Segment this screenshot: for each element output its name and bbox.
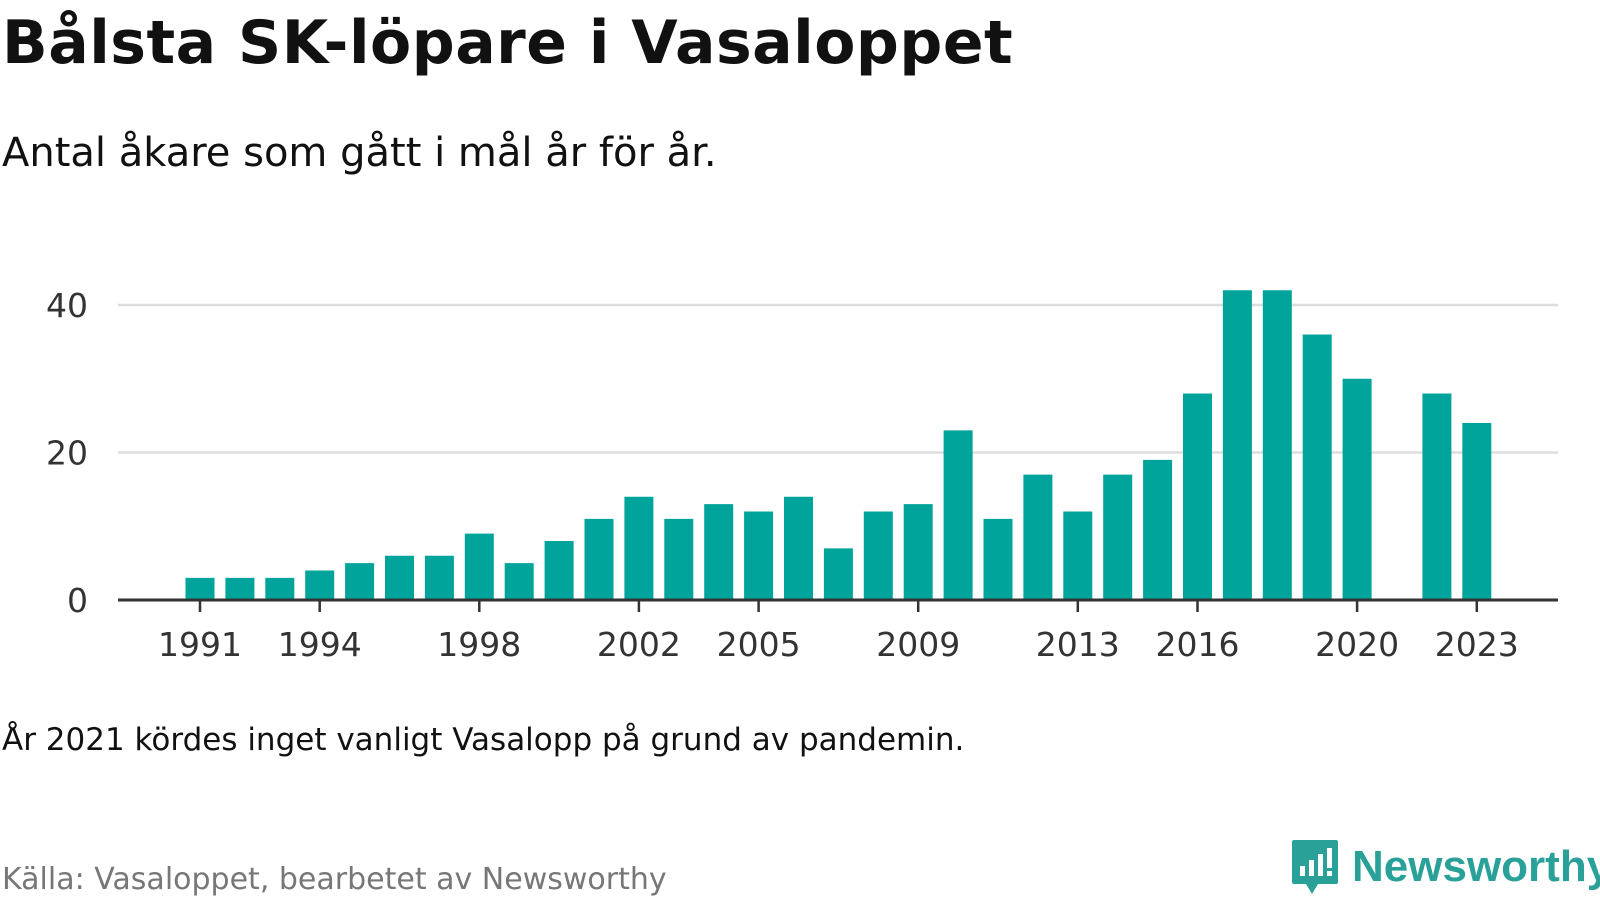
x-tick-label: 1991 — [158, 625, 242, 664]
bar — [544, 541, 574, 600]
bar — [504, 563, 534, 600]
bar — [903, 504, 933, 600]
chart-subtitle: Antal åkare som gått i mål år för år. — [2, 130, 717, 176]
x-tick-label: 2002 — [597, 625, 681, 664]
bar — [784, 496, 813, 600]
x-tick-label: 1994 — [278, 625, 362, 664]
bar-chart: 0 20 40 1991 1994 1998 2002 2005 2009 2013 2016 202… — [46, 286, 1558, 664]
y-tick-label: 20 — [46, 434, 88, 473]
bar — [385, 555, 414, 600]
x-tick-label: 2020 — [1315, 625, 1399, 664]
bar — [345, 563, 375, 600]
bar — [225, 577, 255, 600]
bar — [624, 496, 654, 600]
x-tick-label: 2016 — [1156, 625, 1240, 664]
bars — [185, 290, 1492, 600]
newsworthy-logo: Newsworthy — [1290, 838, 1600, 896]
bar — [185, 577, 215, 600]
bar — [863, 511, 893, 600]
footnote: År 2021 kördes inget vanligt Vasalopp på… — [2, 722, 965, 758]
bar — [1302, 334, 1332, 600]
logo-text: Newsworthy — [1352, 842, 1600, 891]
x-tick-label: 2009 — [876, 625, 960, 664]
bar — [424, 555, 454, 600]
bar — [744, 511, 774, 600]
bar — [943, 430, 973, 600]
bar — [1063, 511, 1093, 600]
bar — [983, 518, 1013, 600]
x-tick-label: 1998 — [437, 625, 521, 664]
axes: 0 20 40 1991 1994 1998 2002 2005 2009 2013 2016 202… — [46, 286, 1558, 664]
bar — [704, 504, 734, 600]
source-text: Källa: Vasaloppet, bearbetet av Newswort… — [2, 862, 667, 897]
bar — [1103, 474, 1133, 600]
newsworthy-logo-icon — [1292, 840, 1338, 894]
y-tick-label: 40 — [46, 286, 88, 325]
bar — [584, 518, 614, 600]
bar — [1462, 423, 1492, 600]
chart-title: Bålsta SK-löpare i Vasaloppet — [2, 8, 1014, 78]
x-tick-label: 2023 — [1435, 625, 1519, 664]
bar — [1342, 378, 1372, 600]
bar — [1143, 459, 1173, 600]
x-tick-label: 2013 — [1036, 625, 1120, 664]
bar — [1262, 290, 1292, 600]
gridlines — [118, 303, 1558, 454]
bar — [1222, 290, 1252, 600]
bar — [464, 533, 494, 600]
bar — [1422, 393, 1452, 600]
bar — [305, 570, 335, 600]
x-tick-label: 2005 — [717, 625, 801, 664]
y-tick-label: 0 — [67, 581, 88, 620]
bar — [1183, 393, 1212, 600]
bar — [664, 518, 694, 600]
bar — [1023, 474, 1053, 600]
bar — [265, 577, 295, 600]
bar — [823, 548, 853, 600]
